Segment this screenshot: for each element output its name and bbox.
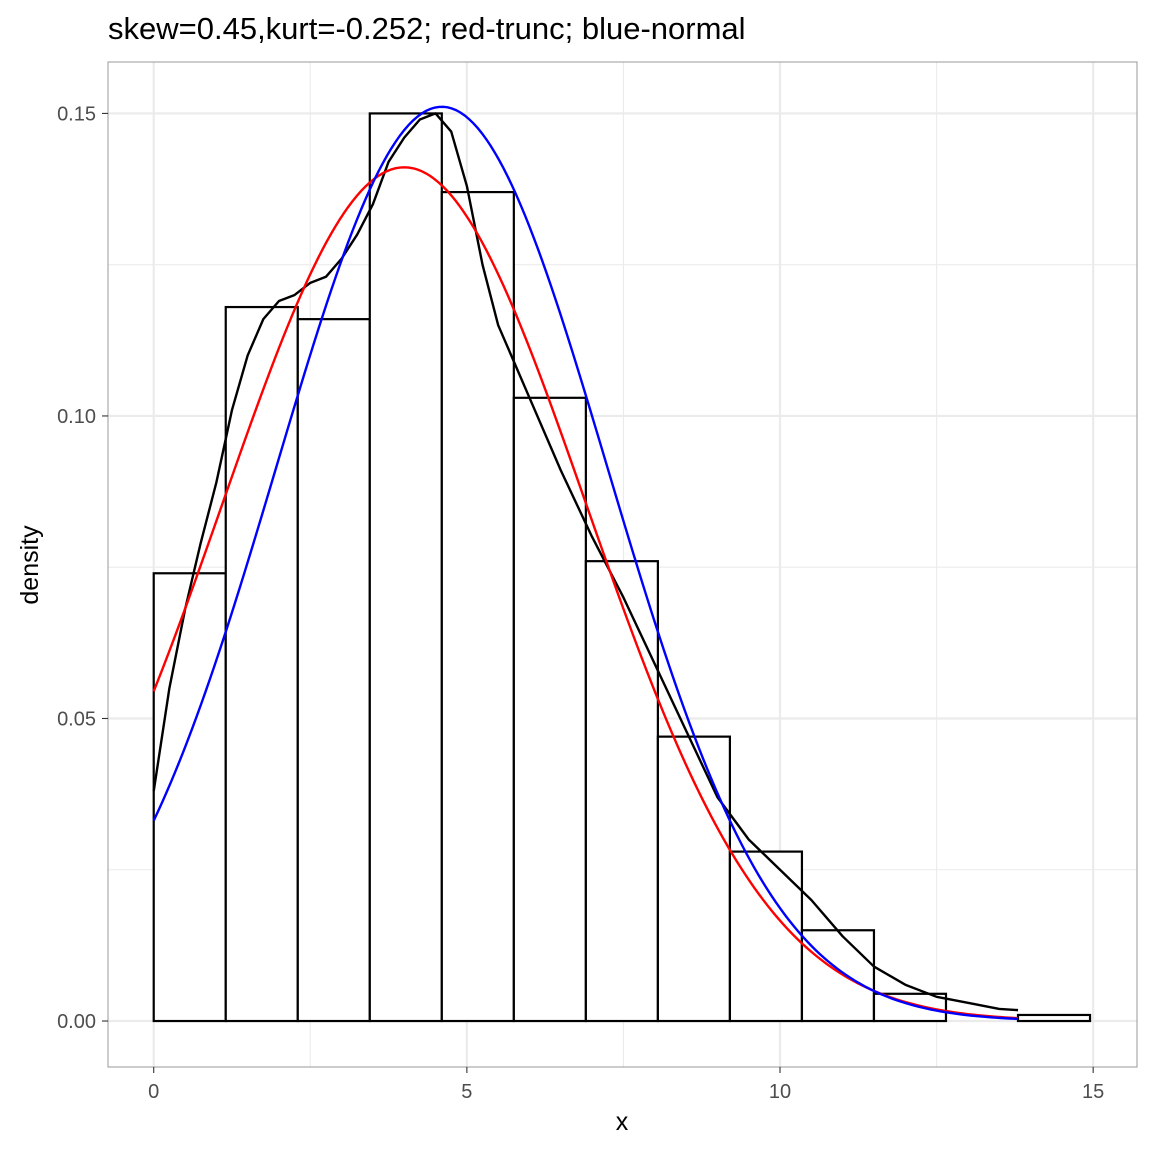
histogram-bar bbox=[872, 992, 948, 1023]
histogram-bar bbox=[224, 305, 299, 1023]
chart-title: skew=0.45,kurt=-0.252; red-trunc; blue-n… bbox=[108, 11, 746, 46]
y-tick-label: 0.15 bbox=[57, 103, 96, 125]
y-tick-label: 0.05 bbox=[57, 708, 96, 730]
histogram-bars bbox=[152, 112, 1092, 1023]
x-tick-label: 5 bbox=[461, 1081, 472, 1103]
histogram-bar bbox=[584, 560, 659, 1023]
x-axis: 0 5 10 15 bbox=[148, 1067, 1104, 1103]
histogram-bar bbox=[368, 112, 443, 1023]
density-curves bbox=[152, 105, 1019, 1021]
normal-curve bbox=[152, 105, 1019, 1021]
y-axis-title: density bbox=[16, 525, 44, 605]
x-tick-label: 0 bbox=[148, 1081, 159, 1103]
kde-curve bbox=[152, 112, 1019, 1012]
histogram-bar bbox=[296, 318, 371, 1023]
histogram-bar bbox=[512, 396, 587, 1023]
histogram-bar bbox=[440, 190, 515, 1023]
panel-border bbox=[107, 61, 1138, 1068]
x-axis-title: x bbox=[616, 1108, 629, 1136]
histogram-bar bbox=[728, 850, 804, 1023]
y-tick-label: 0.10 bbox=[57, 406, 96, 428]
histogram-bar bbox=[1016, 1013, 1092, 1023]
histogram-bar bbox=[800, 929, 876, 1023]
x-tick-label: 15 bbox=[1082, 1081, 1104, 1103]
y-axis: 0.00 0.05 0.10 0.15 bbox=[57, 103, 108, 1033]
y-tick-label: 0.00 bbox=[57, 1011, 96, 1033]
x-tick-label: 10 bbox=[769, 1081, 791, 1103]
